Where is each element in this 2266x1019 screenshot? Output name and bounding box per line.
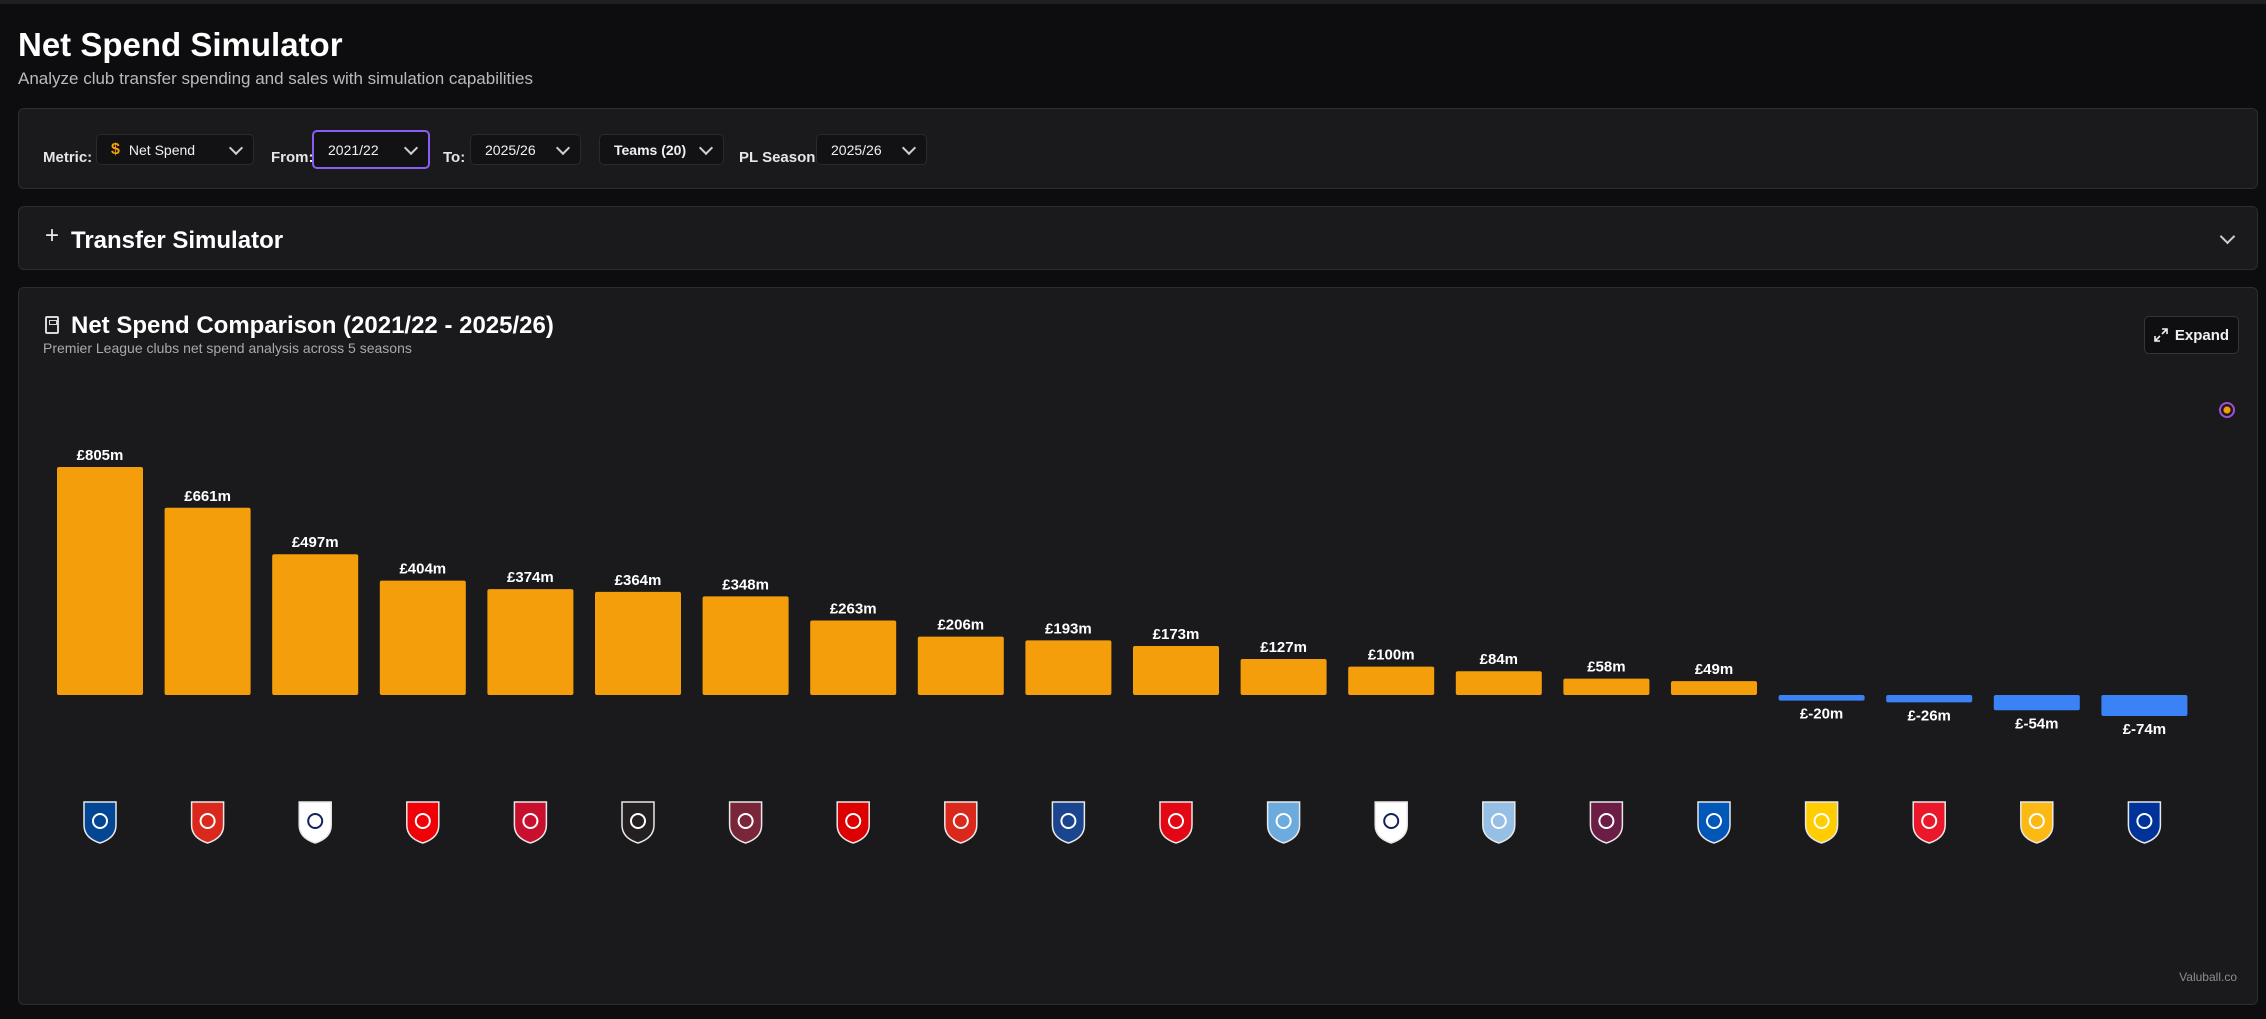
expand-button[interactable]: Expand <box>2144 316 2239 354</box>
chevron-down-icon <box>228 140 244 155</box>
bar-18[interactable] <box>1886 695 1973 703</box>
bar-2[interactable] <box>164 507 251 695</box>
bar-9[interactable] <box>917 636 1004 695</box>
page-title: Net Spend Simulator <box>18 26 343 63</box>
bar-value-label: £374m <box>507 569 554 586</box>
bar-value-label: £348m <box>722 576 769 593</box>
aston-villa-crest-icon <box>1482 801 1516 844</box>
page-subtitle: Analyze club transfer spending and sales… <box>18 69 534 88</box>
bar-value-label: £-26m <box>1908 707 1951 724</box>
bar-value-label: £58m <box>1587 659 1625 676</box>
teams-select[interactable]: Teams (20) <box>599 134 724 165</box>
arsenal-crest-icon <box>406 801 440 844</box>
liverpool-crest-icon <box>513 801 548 844</box>
nottingham-forest-crest-icon <box>836 801 870 844</box>
bar-20[interactable] <box>2101 695 2188 716</box>
watermark: Valuball.co <box>2179 970 2237 984</box>
bar-value-label: £84m <box>1480 651 1518 668</box>
transfer-simulator-panel[interactable]: + Transfer Simulator <box>18 206 2258 270</box>
bar-6[interactable] <box>595 591 681 695</box>
bar-value-label: £49m <box>1695 661 1733 678</box>
wolves-crest-icon <box>2020 801 2054 844</box>
man-city-crest-icon <box>1266 801 1301 844</box>
net-spend-bar-chart: £805m £661m £497m £404m £374m £364m £348m £263m… <box>57 447 2188 844</box>
teams-value: Teams (20) <box>614 141 687 158</box>
brentford-crest-icon <box>1159 801 1193 844</box>
metric-label: Metric: <box>43 149 93 166</box>
transfer-simulator-title: Transfer Simulator <box>71 227 284 254</box>
newcastle-crest-icon <box>621 801 655 844</box>
bar-value-label: £-54m <box>2015 715 2058 732</box>
west-ham-crest-icon <box>728 801 763 844</box>
bar-15[interactable] <box>1563 678 1650 695</box>
bar-value-label: £404m <box>399 561 446 578</box>
sunderland-crest-icon <box>1912 801 1946 844</box>
bar-value-label: £497m <box>292 534 339 551</box>
bar-12[interactable] <box>1240 659 1327 695</box>
expand-icon <box>2154 328 2168 342</box>
metric-select[interactable]: $ Net Spend <box>96 134 254 165</box>
crystal-palace-crest-icon <box>1051 801 1086 844</box>
top-border <box>0 0 2266 4</box>
bar-value-label: £173m <box>1153 626 1200 643</box>
chart-settings-icon[interactable] <box>2219 402 2235 418</box>
dollar-icon: $ <box>111 140 120 158</box>
from-season-value: 2021/22 <box>328 141 379 158</box>
bar-19[interactable] <box>1993 695 2080 711</box>
bar-14[interactable] <box>1455 671 1542 695</box>
bar-8[interactable] <box>810 620 897 695</box>
bar-11[interactable] <box>1133 646 1219 695</box>
pl-season-value: 2025/26 <box>831 141 882 158</box>
tottenham-crest-icon <box>298 801 332 844</box>
pl-season-label: PL Season: <box>739 149 821 166</box>
chelsea-crest-icon <box>83 801 117 844</box>
bar-17[interactable] <box>1778 695 1865 701</box>
brighton-crest-icon <box>1697 801 1731 844</box>
chevron-down-icon <box>555 140 571 155</box>
from-label: From: <box>271 149 314 166</box>
bar-value-label: £-20m <box>1800 706 1843 723</box>
bar-value-label: £127m <box>1260 639 1307 656</box>
filter-bar: Metric: $ Net Spend From: 2021/22 To: 20… <box>18 108 2258 189</box>
chart-panel: Net Spend Comparison (2021/22 - 2025/26)… <box>18 287 2258 1005</box>
bar-13[interactable] <box>1348 666 1435 695</box>
plus-icon: + <box>45 222 60 249</box>
everton-crest-icon <box>2127 801 2162 844</box>
pl-season-select[interactable]: 2025/26 <box>816 134 927 165</box>
bar-7[interactable] <box>702 596 789 695</box>
chevron-down-icon <box>403 140 419 155</box>
bar-10[interactable] <box>1025 640 1112 695</box>
expand-label: Expand <box>2174 326 2230 344</box>
bar-16[interactable] <box>1671 681 1757 695</box>
bar-value-label: £206m <box>937 617 984 634</box>
bar-5[interactable] <box>487 589 574 695</box>
bar-3[interactable] <box>272 554 359 695</box>
chart-title: Net Spend Comparison (2021/22 - 2025/26) <box>71 312 554 339</box>
bar-value-label: £805m <box>77 447 124 464</box>
fulham-crest-icon <box>1374 801 1408 844</box>
calculator-icon <box>45 316 59 334</box>
bournemouth-crest-icon <box>944 801 978 844</box>
to-label: To: <box>443 149 466 166</box>
leeds-crest-icon <box>1804 801 1839 844</box>
bar-value-label: £661m <box>184 488 231 505</box>
chart-subtitle: Premier League clubs net spend analysis … <box>43 340 412 356</box>
man-utd-crest-icon <box>190 801 225 844</box>
bar-value-label: £193m <box>1045 620 1092 637</box>
chevron-down-icon <box>901 140 917 155</box>
bar-value-label: £364m <box>615 572 662 589</box>
to-season-value: 2025/26 <box>485 141 536 158</box>
chevron-down-icon[interactable] <box>2219 228 2236 245</box>
bar-4[interactable] <box>379 580 466 695</box>
bar-value-label: £-74m <box>2123 721 2166 738</box>
from-season-select[interactable]: 2021/22 <box>312 130 430 169</box>
burnley-crest-icon <box>1589 801 1624 844</box>
bar-value-label: £100m <box>1368 647 1415 664</box>
to-season-select[interactable]: 2025/26 <box>470 134 581 165</box>
bar-1[interactable] <box>57 467 143 695</box>
bar-value-label: £263m <box>830 601 877 618</box>
metric-value: Net Spend <box>128 141 196 158</box>
chevron-down-icon <box>698 140 714 155</box>
